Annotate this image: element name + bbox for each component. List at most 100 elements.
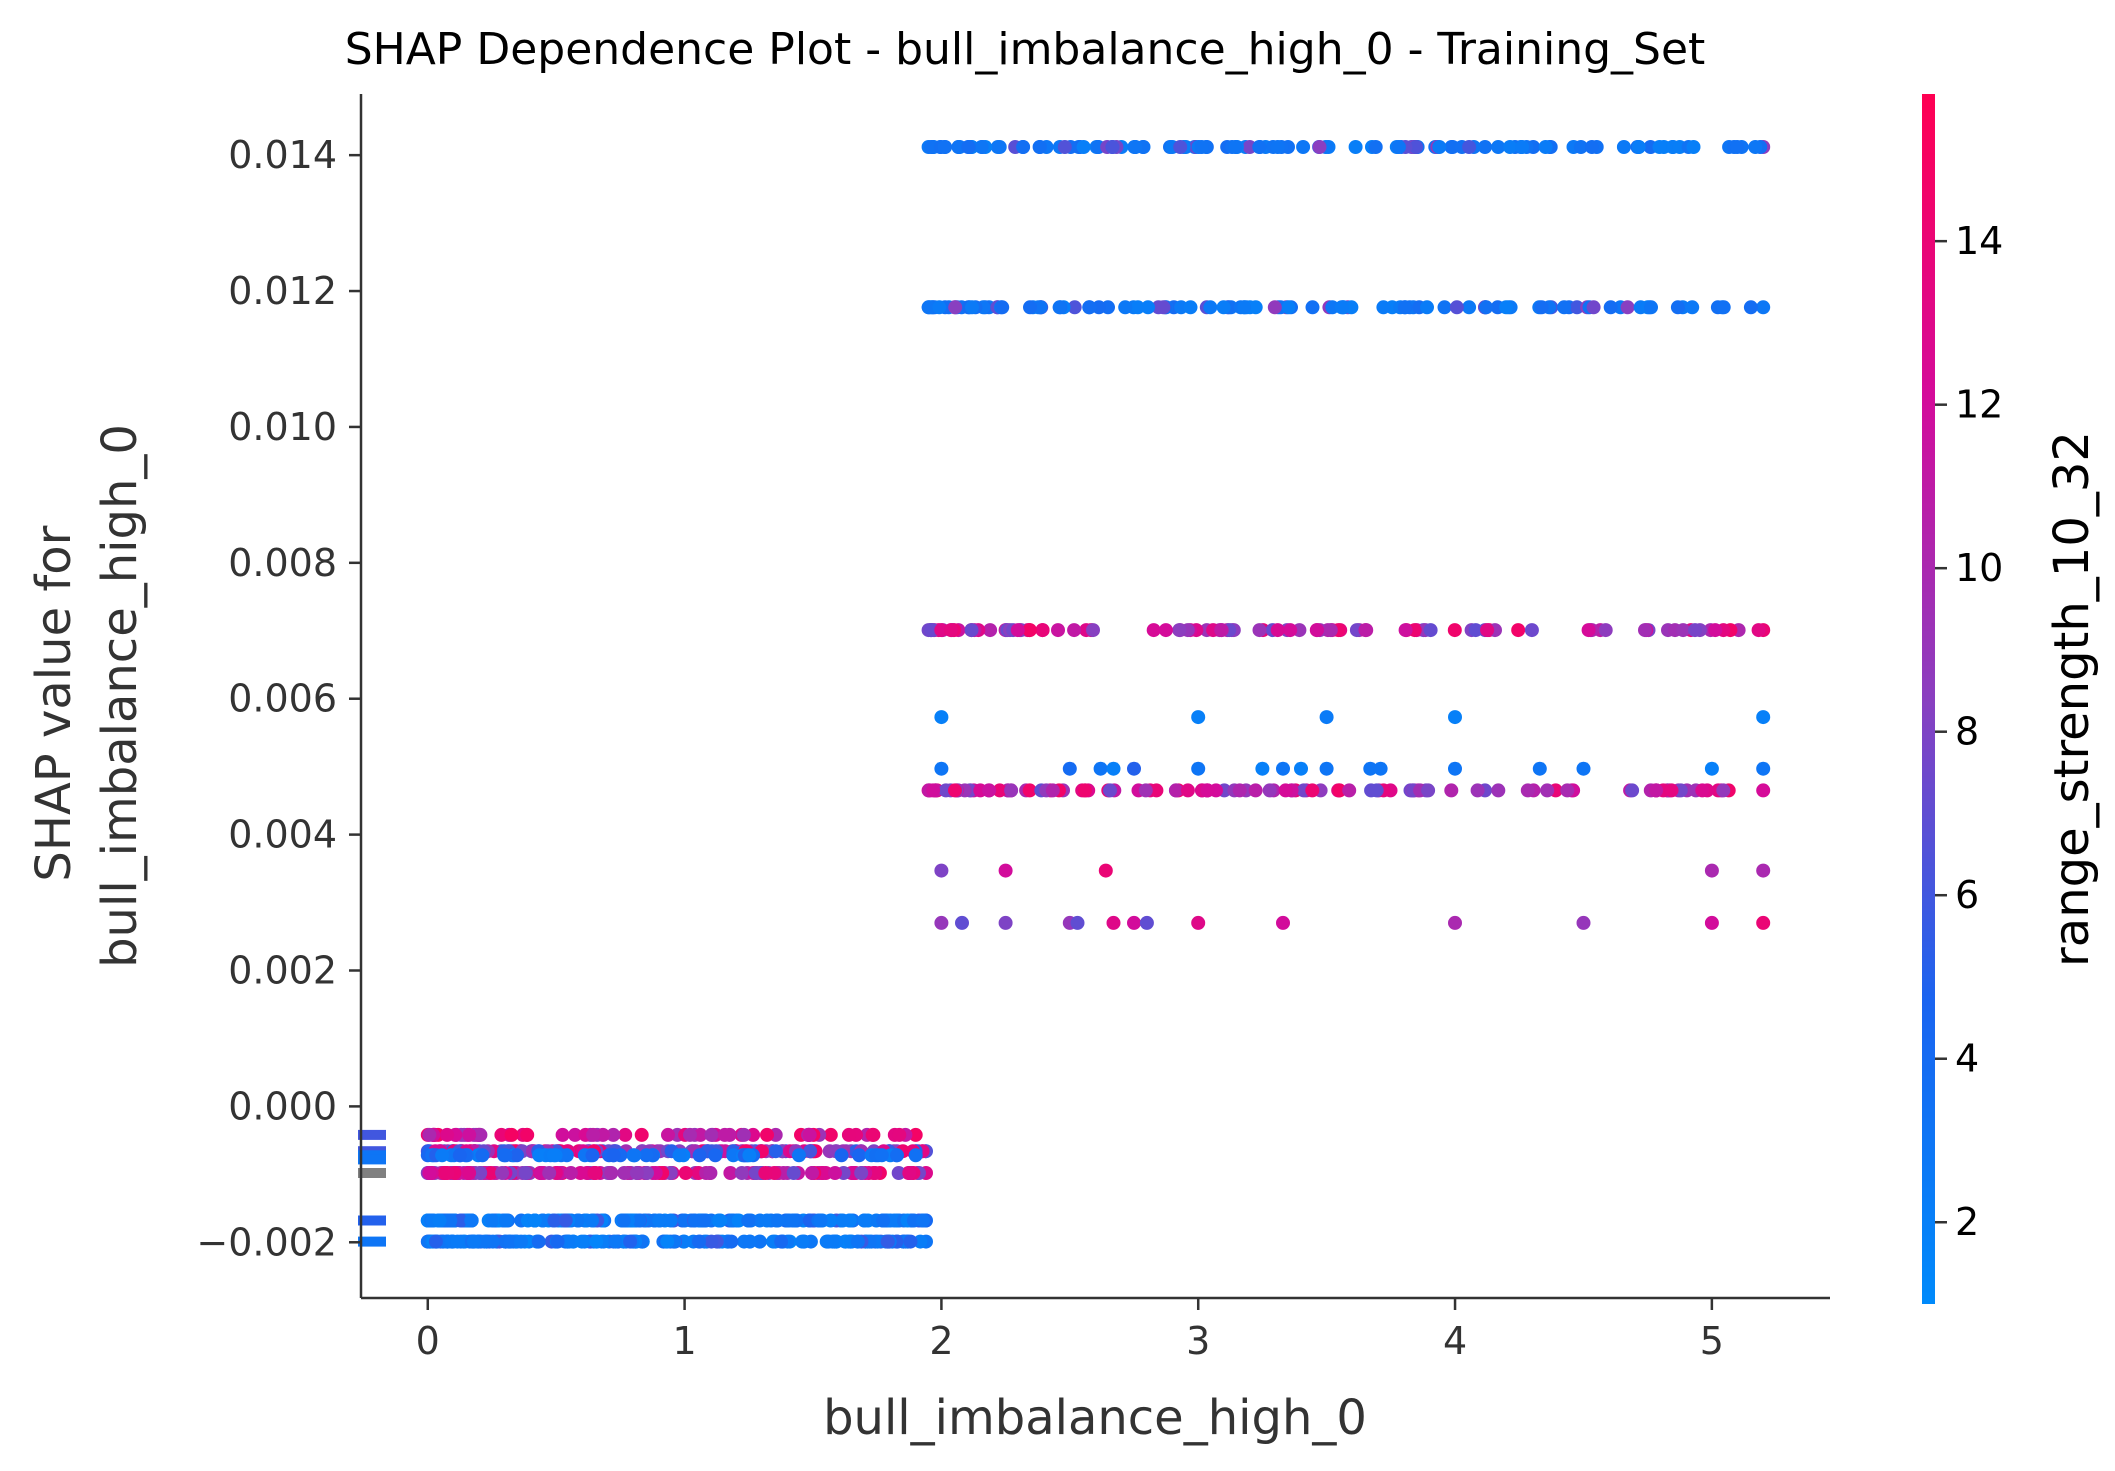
missing-value-marker [358, 1129, 386, 1140]
y-tick-label: 0.002 [228, 949, 337, 993]
data-point [1214, 623, 1229, 638]
data-point [1532, 761, 1547, 776]
data-point [1091, 300, 1106, 315]
data-point [902, 1166, 917, 1180]
data-point [1062, 761, 1077, 776]
data-point [948, 783, 962, 798]
data-point [704, 1127, 719, 1142]
data-point [1146, 623, 1161, 638]
data-point [483, 1166, 498, 1180]
data-point [992, 783, 1007, 798]
data-point [802, 1127, 817, 1142]
data-point [1557, 300, 1572, 315]
data-point [608, 1234, 623, 1249]
data-point [1449, 300, 1464, 315]
y-tick-label: 0.004 [228, 813, 337, 857]
data-point [1524, 623, 1539, 638]
data-point [1070, 915, 1085, 930]
colorbar-tick-label: 8 [1955, 710, 1979, 754]
data-point [995, 300, 1010, 315]
data-point [1276, 915, 1290, 930]
data-point [1032, 140, 1047, 154]
data-point [850, 1234, 865, 1249]
data-point [1420, 300, 1434, 315]
data-point [892, 1127, 907, 1142]
data-point [1751, 623, 1766, 638]
data-point [672, 1148, 687, 1163]
data-point [1570, 300, 1584, 315]
data-point [841, 1127, 856, 1142]
data-point [1067, 623, 1082, 638]
data-point [934, 915, 949, 930]
data-point [1480, 623, 1495, 638]
data-point [874, 1148, 889, 1163]
data-point [1191, 761, 1206, 776]
data-point [587, 1166, 602, 1180]
y-axis-ticks: −0.002 0.000 0.002 0.004 0.006 0.008 0.010 0.01… [196, 133, 361, 1264]
data-point [503, 1234, 518, 1249]
data-point [854, 1166, 869, 1180]
data-point [1183, 300, 1198, 315]
data-point [1368, 140, 1383, 154]
data-point [974, 140, 989, 154]
y-tick-label: −0.002 [196, 1220, 337, 1264]
data-point [1312, 140, 1327, 154]
data-point [585, 1148, 600, 1163]
data-point [462, 1127, 477, 1142]
data-point [916, 1213, 930, 1228]
x-axis-label: bull_imbalance_high_0 [823, 1390, 1367, 1446]
data-point [983, 623, 998, 638]
data-point [708, 1148, 723, 1163]
y-axis-label-line-2: bull_imbalance_high_0 [92, 424, 148, 968]
data-point [736, 1127, 751, 1142]
data-point [1022, 623, 1037, 638]
data-point [1397, 300, 1412, 315]
data-point [542, 1166, 557, 1180]
data-point [1052, 300, 1067, 315]
data-point [823, 1213, 838, 1228]
data-point [1283, 623, 1298, 638]
data-point [1093, 761, 1108, 776]
data-point [1067, 300, 1082, 315]
data-point [452, 1148, 467, 1163]
data-point [547, 1213, 562, 1228]
data-point [1172, 623, 1187, 638]
data-point [857, 1213, 872, 1228]
data-point [741, 1213, 756, 1228]
data-point [527, 1213, 542, 1228]
data-point [1323, 623, 1338, 638]
data-point [475, 1148, 490, 1163]
data-point [1248, 300, 1263, 315]
data-point [428, 1234, 443, 1249]
data-point [692, 1148, 707, 1163]
y-axis-label-line-1: SHAP value for [26, 525, 82, 881]
data-point [823, 1127, 838, 1142]
data-point [639, 1148, 654, 1163]
data-point [1704, 915, 1719, 930]
data-point [1216, 300, 1231, 315]
colorbar-tick-label: 6 [1955, 873, 1979, 917]
data-point [1248, 783, 1263, 798]
missing-value-marker [358, 1168, 386, 1178]
x-axis-ticks: 0 1 2 3 4 5 [416, 1298, 1724, 1363]
data-point [948, 300, 963, 315]
data-point [1638, 623, 1652, 638]
data-point [785, 1213, 800, 1228]
data-point [589, 1234, 604, 1249]
data-point [1232, 783, 1247, 798]
data-point [1127, 761, 1141, 776]
data-point [1105, 140, 1120, 154]
data-point [1191, 915, 1206, 930]
data-point [1242, 140, 1257, 154]
data-point [1281, 300, 1296, 315]
data-point [1437, 300, 1452, 315]
data-point [1098, 863, 1113, 878]
data-point [982, 783, 997, 798]
data-point [586, 1127, 601, 1142]
data-point [561, 1234, 576, 1249]
data-point [1180, 783, 1195, 798]
data-point [634, 1127, 649, 1142]
data-point [932, 300, 947, 315]
data-point [717, 1127, 732, 1142]
data-point [432, 1213, 447, 1228]
